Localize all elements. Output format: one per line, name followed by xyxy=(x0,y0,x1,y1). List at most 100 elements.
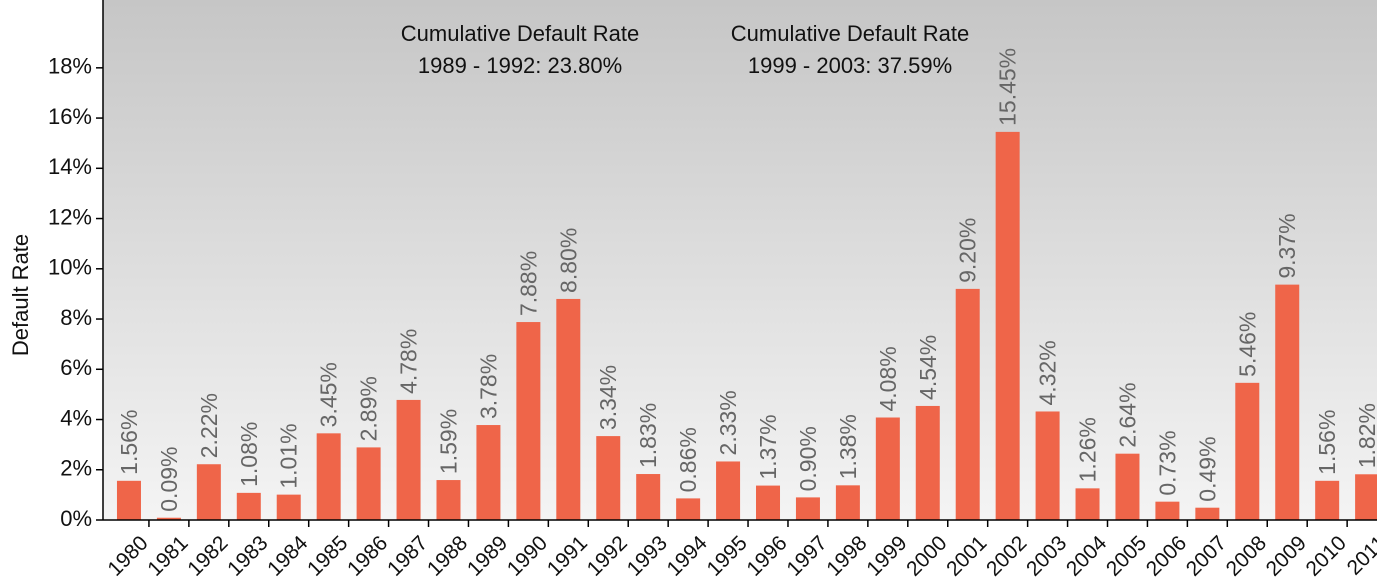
data-label: 1.08% xyxy=(236,422,262,487)
annotation: 1989 - 1992: 23.80% xyxy=(418,53,622,78)
bar xyxy=(1155,501,1180,520)
bar xyxy=(756,485,781,520)
y-tick-label: 10% xyxy=(48,255,92,280)
data-label: 4.78% xyxy=(396,329,422,394)
bar xyxy=(316,433,341,520)
x-tick-label: 2009 xyxy=(1262,531,1311,579)
data-label: 1.83% xyxy=(635,403,661,468)
bar xyxy=(716,461,741,520)
bar xyxy=(356,447,381,520)
y-tick-label: 0% xyxy=(60,506,92,531)
data-label: 1.59% xyxy=(435,409,461,474)
y-tick-label: 2% xyxy=(60,456,92,481)
bar xyxy=(1275,284,1300,520)
x-tick-label: 1988 xyxy=(423,531,472,579)
data-label: 0.73% xyxy=(1154,430,1180,495)
data-label: 4.54% xyxy=(915,335,941,400)
data-label: 1.56% xyxy=(116,410,142,475)
x-tick-label: 2006 xyxy=(1142,531,1191,579)
bar xyxy=(1315,480,1340,520)
y-tick-label: 8% xyxy=(60,305,92,330)
bar xyxy=(915,405,940,520)
data-label: 2.22% xyxy=(196,393,222,458)
data-label: 1.37% xyxy=(755,414,781,479)
data-label: 1.56% xyxy=(1314,410,1340,475)
x-tick-label: 1990 xyxy=(503,531,552,579)
y-tick-label: 18% xyxy=(48,54,92,79)
bar xyxy=(875,417,900,520)
bar xyxy=(1235,382,1260,520)
x-tick-label: 1996 xyxy=(742,531,791,579)
x-tick-label: 1982 xyxy=(183,531,232,579)
x-tick-label: 1986 xyxy=(343,531,392,579)
y-tick-label: 16% xyxy=(48,104,92,129)
data-label: 2.33% xyxy=(715,390,741,455)
data-label: 2.64% xyxy=(1114,382,1140,447)
bar xyxy=(516,322,541,520)
bar xyxy=(1115,453,1140,520)
x-tick-label: 2005 xyxy=(1102,531,1151,579)
data-label: 5.46% xyxy=(1234,312,1260,377)
data-label: 3.78% xyxy=(475,354,501,419)
bar xyxy=(955,288,980,520)
data-label: 3.34% xyxy=(595,365,621,430)
data-label: 4.32% xyxy=(1035,340,1061,405)
x-tick-label: 2001 xyxy=(942,531,991,579)
bar xyxy=(196,464,221,520)
bar xyxy=(396,399,421,520)
data-label: 0.49% xyxy=(1194,436,1220,501)
bar xyxy=(995,131,1020,520)
x-tick-label: 2000 xyxy=(902,531,951,579)
x-tick-label: 2002 xyxy=(982,531,1031,579)
bar xyxy=(676,498,701,520)
x-tick-label: 1981 xyxy=(143,531,192,579)
bar xyxy=(835,485,860,520)
x-tick-label: 2003 xyxy=(1022,531,1071,579)
x-tick-label: 1983 xyxy=(223,531,272,579)
data-label: 1.82% xyxy=(1354,403,1377,468)
x-tick-label: 1992 xyxy=(583,531,632,579)
x-tick-label: 2004 xyxy=(1062,531,1112,579)
data-label: 0.86% xyxy=(675,427,701,492)
bar xyxy=(596,436,621,520)
data-label: 1.26% xyxy=(1075,417,1101,482)
bar xyxy=(556,298,581,520)
data-label: 2.89% xyxy=(356,376,382,441)
x-tick-label: 2007 xyxy=(1182,531,1231,579)
bar xyxy=(795,497,820,520)
y-axis-label: Default Rate xyxy=(8,234,33,356)
x-tick-label: 1980 xyxy=(103,531,152,579)
bar xyxy=(436,480,461,520)
x-tick-label: 1994 xyxy=(663,531,713,579)
x-tick-label: 2010 xyxy=(1302,531,1351,579)
annotation: Cumulative Default Rate xyxy=(731,21,969,46)
data-label: 3.45% xyxy=(316,362,342,427)
bar xyxy=(276,494,301,520)
data-label: 0.09% xyxy=(156,447,182,512)
bar xyxy=(476,425,501,520)
y-tick-label: 12% xyxy=(48,204,92,229)
bar xyxy=(1195,507,1220,520)
data-label: 9.37% xyxy=(1274,213,1300,278)
annotation: Cumulative Default Rate xyxy=(401,21,639,46)
bar xyxy=(116,480,141,520)
data-label: 1.38% xyxy=(835,414,861,479)
data-label: 0.90% xyxy=(795,426,821,491)
plot-background xyxy=(103,0,1377,520)
y-tick-label: 4% xyxy=(60,405,92,430)
bar xyxy=(1035,411,1060,520)
bar xyxy=(156,517,181,520)
bar xyxy=(236,492,261,520)
x-tick-label: 1991 xyxy=(543,531,592,579)
x-tick-label: 1998 xyxy=(822,531,871,579)
x-tick-label: 1995 xyxy=(702,531,751,579)
bar xyxy=(1355,474,1377,520)
annotation: 1999 - 2003: 37.59% xyxy=(748,53,952,78)
x-tick-label: 1993 xyxy=(623,531,672,579)
y-tick-label: 6% xyxy=(60,355,92,380)
bar xyxy=(636,474,661,520)
x-tick-label: 1985 xyxy=(303,531,352,579)
data-label: 15.45% xyxy=(995,48,1021,126)
x-tick-label: 1984 xyxy=(263,531,313,579)
x-tick-label: 2011 xyxy=(1343,531,1377,579)
